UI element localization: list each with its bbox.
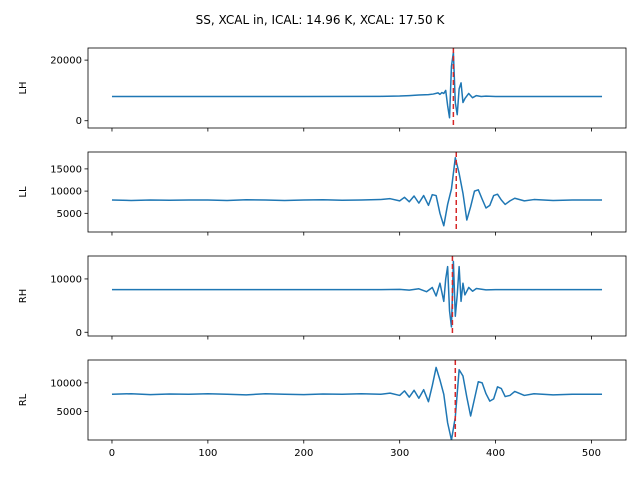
series-line: [111, 260, 603, 328]
figure-title: SS, XCAL in, ICAL: 14.96 K, XCAL: 17.50 …: [196, 13, 446, 27]
x-tick-label: 0: [109, 448, 115, 459]
panel-rh: 0 10000 RH: [18, 255, 627, 340]
y-axis-label: RL: [18, 393, 29, 406]
y-axis-label: LH: [18, 81, 29, 94]
y-tick-label: 0: [76, 116, 82, 127]
y-tick-label: 15000: [50, 164, 82, 175]
y-tick-label: 20000: [50, 56, 82, 67]
y-axis-label: LL: [18, 186, 29, 198]
y-tick-label: 5000: [57, 209, 82, 220]
x-tick-label: 100: [198, 448, 217, 459]
panel-rl: 5000 10000 0 100 200 300 400 500 RL: [18, 359, 627, 459]
series-line: [111, 51, 603, 119]
panel-ll: 5000 10000 15000 LL: [18, 151, 627, 236]
panel-lh: 0 20000 LH: [18, 47, 627, 132]
x-tick-label: 200: [294, 448, 313, 459]
series-line: [111, 366, 603, 440]
series-line: [111, 157, 603, 227]
y-axis-label: RH: [18, 289, 29, 303]
y-tick-label: 10000: [50, 187, 82, 198]
y-tick-label: 5000: [57, 407, 82, 418]
y-tick-label: 0: [76, 328, 82, 339]
x-tick-label: 300: [390, 448, 409, 459]
axes-frame: [87, 47, 627, 129]
x-tick-label: 500: [582, 448, 601, 459]
axes-frame: [87, 255, 627, 337]
y-tick-label: 10000: [50, 378, 82, 389]
x-tick-label: 400: [486, 448, 505, 459]
y-tick-label: 10000: [50, 274, 82, 285]
axes-frame: [87, 359, 627, 441]
axes-frame: [87, 151, 627, 233]
